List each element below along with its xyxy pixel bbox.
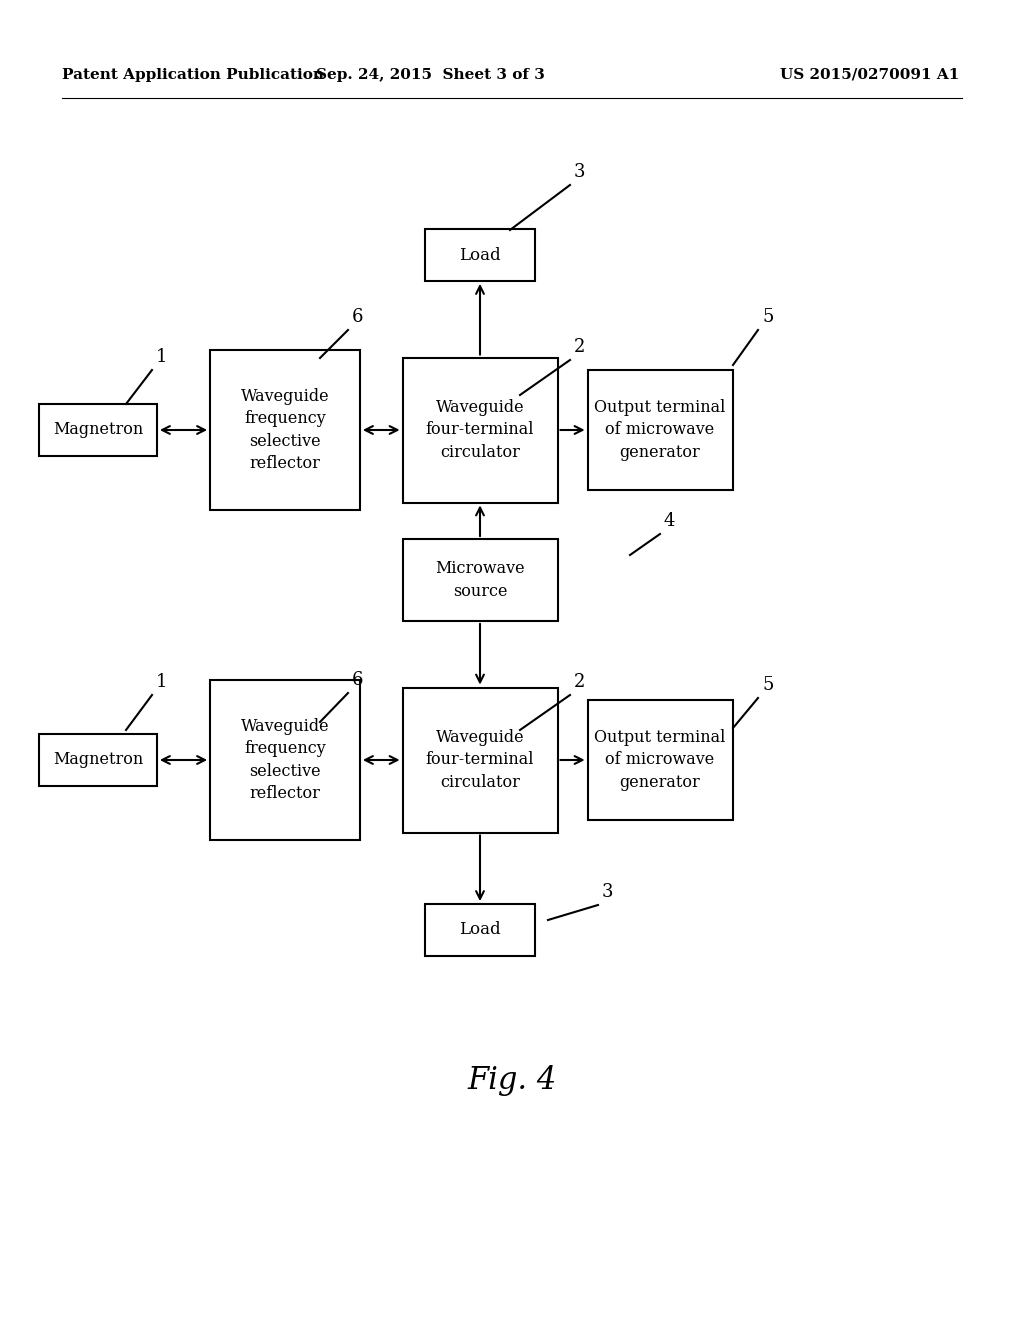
Text: Waveguide
frequency
selective
reflector: Waveguide frequency selective reflector — [241, 718, 330, 801]
Bar — [402, 688, 557, 833]
Text: Magnetron: Magnetron — [53, 421, 143, 438]
Bar — [588, 370, 732, 490]
Text: Waveguide
four-terminal
circulator: Waveguide four-terminal circulator — [426, 399, 535, 461]
Text: Patent Application Publication: Patent Application Publication — [62, 69, 324, 82]
Bar — [210, 350, 360, 510]
Text: 5: 5 — [762, 676, 773, 694]
Text: Load: Load — [459, 247, 501, 264]
Text: 5: 5 — [762, 308, 773, 326]
Text: US 2015/0270091 A1: US 2015/0270091 A1 — [780, 69, 959, 82]
Bar — [39, 734, 157, 785]
Text: 2: 2 — [574, 338, 586, 356]
Bar — [210, 680, 360, 840]
Bar — [402, 539, 557, 620]
Text: 6: 6 — [352, 308, 364, 326]
Bar — [425, 904, 535, 956]
Text: 6: 6 — [352, 671, 364, 689]
Text: 3: 3 — [574, 162, 586, 181]
Text: 3: 3 — [602, 883, 613, 902]
Text: 4: 4 — [664, 512, 676, 531]
Bar — [425, 228, 535, 281]
Text: Load: Load — [459, 921, 501, 939]
Text: Waveguide
four-terminal
circulator: Waveguide four-terminal circulator — [426, 729, 535, 791]
Text: Output terminal
of microwave
generator: Output terminal of microwave generator — [594, 729, 726, 791]
Text: 2: 2 — [574, 673, 586, 690]
Bar — [402, 358, 557, 503]
Text: Magnetron: Magnetron — [53, 751, 143, 768]
Text: Fig. 4: Fig. 4 — [467, 1064, 557, 1096]
Text: Output terminal
of microwave
generator: Output terminal of microwave generator — [594, 399, 726, 461]
Text: 1: 1 — [156, 348, 168, 366]
Text: Sep. 24, 2015  Sheet 3 of 3: Sep. 24, 2015 Sheet 3 of 3 — [315, 69, 545, 82]
Text: 1: 1 — [156, 673, 168, 690]
Text: Microwave
source: Microwave source — [435, 561, 525, 599]
Bar — [588, 700, 732, 820]
Text: Waveguide
frequency
selective
reflector: Waveguide frequency selective reflector — [241, 388, 330, 471]
Bar — [39, 404, 157, 455]
